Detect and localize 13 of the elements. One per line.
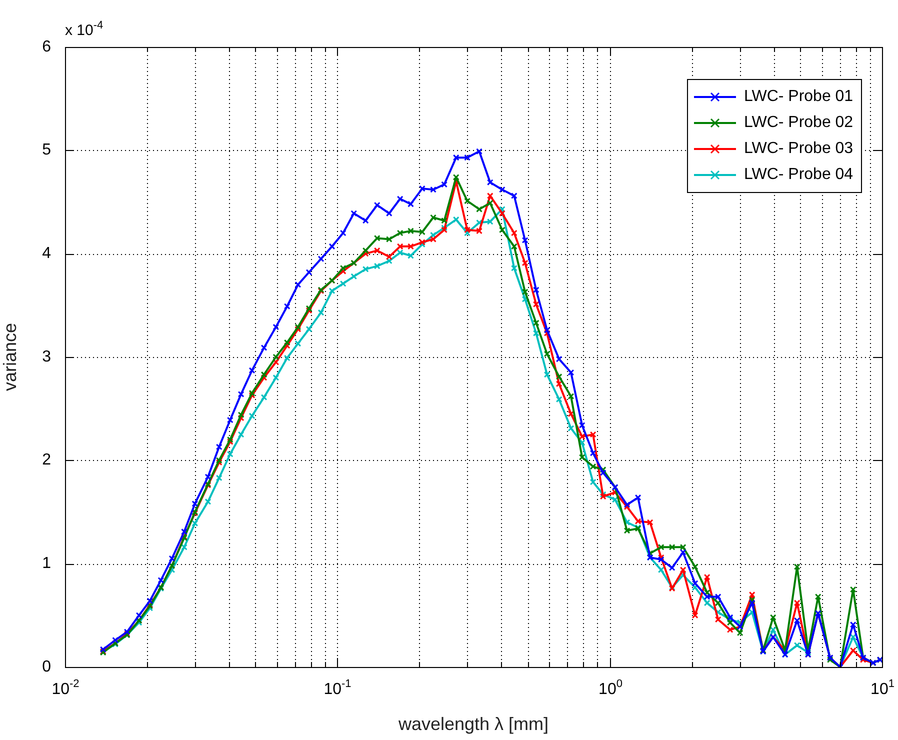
legend-label: LWC- Probe 04 bbox=[744, 166, 854, 184]
legend-label: LWC- Probe 02 bbox=[744, 114, 854, 132]
y-tick-label: 5 bbox=[42, 142, 52, 159]
legend-label: LWC- Probe 01 bbox=[744, 88, 854, 106]
x-axis-title: wavelength λ [mm] bbox=[397, 714, 549, 734]
y-tick-label: 0 bbox=[42, 658, 52, 676]
y-tick-label: 4 bbox=[42, 245, 52, 262]
y-tick-label: 1 bbox=[42, 555, 52, 572]
y-axis-title: variance bbox=[0, 322, 20, 392]
y-tick-label: 3 bbox=[42, 348, 52, 366]
y-tick-label: 6 bbox=[42, 38, 52, 56]
legend-label: LWC- Probe 03 bbox=[744, 140, 854, 158]
y-tick-label: 2 bbox=[42, 452, 52, 469]
